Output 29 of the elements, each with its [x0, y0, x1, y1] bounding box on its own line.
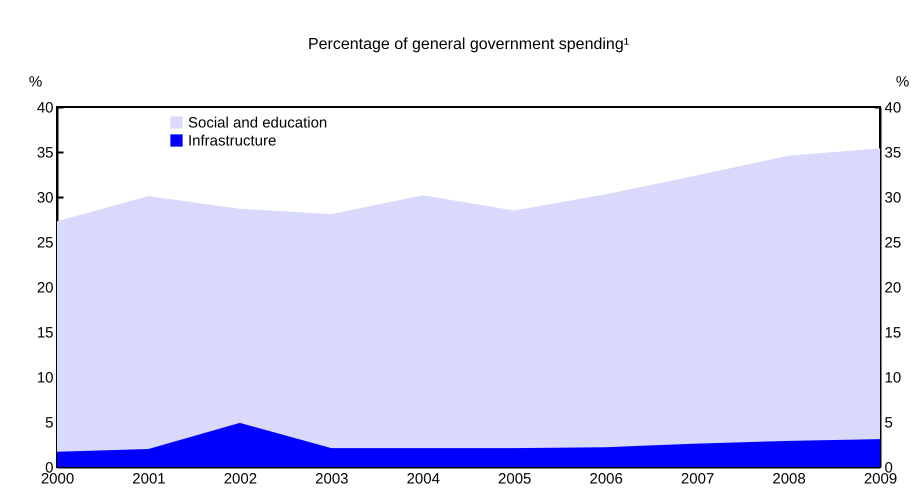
- y2-tick-label: 30: [884, 190, 902, 206]
- y-tick-label: 15: [36, 324, 54, 342]
- y-tick-label: 35: [36, 144, 54, 162]
- y-tick-label: 20: [36, 280, 54, 296]
- x-tick-label: 2004: [406, 470, 440, 488]
- y2-tick-label: 40: [884, 100, 902, 116]
- y-tick-label: 5: [45, 414, 54, 432]
- y-tick-label: 25: [36, 234, 54, 252]
- y-axis-title: %: [28, 74, 42, 90]
- chart-title: Percentage of general government spending¹: [308, 36, 630, 53]
- legend-label: Social and education: [188, 114, 328, 132]
- x-tick-label: 2003: [315, 470, 349, 488]
- y2-tick-label: 15: [884, 324, 902, 342]
- x-tick-label: 2008: [772, 470, 806, 488]
- y2-tick-label: 35: [884, 144, 902, 162]
- x-tick-label: 2006: [589, 470, 623, 488]
- y-tick-label: 10: [36, 370, 54, 386]
- x-tick-label: 2001: [132, 470, 166, 488]
- y2-tick-label: 10: [884, 370, 902, 386]
- y2-tick-label: 25: [884, 234, 902, 252]
- legend-label: Infrastructure: [188, 132, 276, 150]
- y2-tick-label: 5: [884, 414, 893, 432]
- y2-axis-title: %: [896, 74, 910, 90]
- x-tick-label: 2002: [224, 470, 258, 488]
- y-tick-label: 30: [36, 190, 54, 206]
- y-tick-label: 40: [36, 100, 54, 116]
- y2-tick-label: 20: [884, 280, 902, 296]
- x-tick-label: 2005: [498, 470, 532, 488]
- x-tick-label: 2007: [680, 470, 714, 488]
